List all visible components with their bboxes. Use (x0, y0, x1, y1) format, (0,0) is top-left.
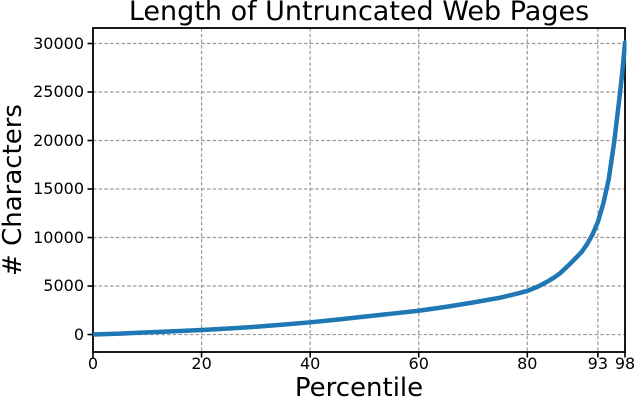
x-tick-label: 93 (587, 354, 609, 373)
x-tick-label: 80 (517, 354, 538, 373)
axes-frame (92, 27, 626, 353)
x-tick-label: 0 (87, 354, 99, 373)
x-tick-label: 40 (299, 354, 321, 373)
y-tick-label: 15000 (33, 179, 84, 199)
x-tick-label: 60 (408, 354, 429, 373)
y-tick-label: 20000 (33, 130, 84, 150)
y-tick-label: 30000 (33, 33, 84, 53)
y-tick-label: 5000 (43, 276, 84, 296)
chart-title: Length of Untruncated Web Pages (128, 0, 590, 27)
y-tick-label: 10000 (33, 227, 84, 247)
y-tick-label: 25000 (33, 82, 84, 102)
x-axis-label: Percentile (294, 373, 424, 403)
y-tick-label: 0 (73, 324, 84, 344)
x-tick-label: 98 (614, 354, 634, 373)
data-line (93, 40, 627, 337)
x-tick-label: 20 (191, 354, 212, 373)
